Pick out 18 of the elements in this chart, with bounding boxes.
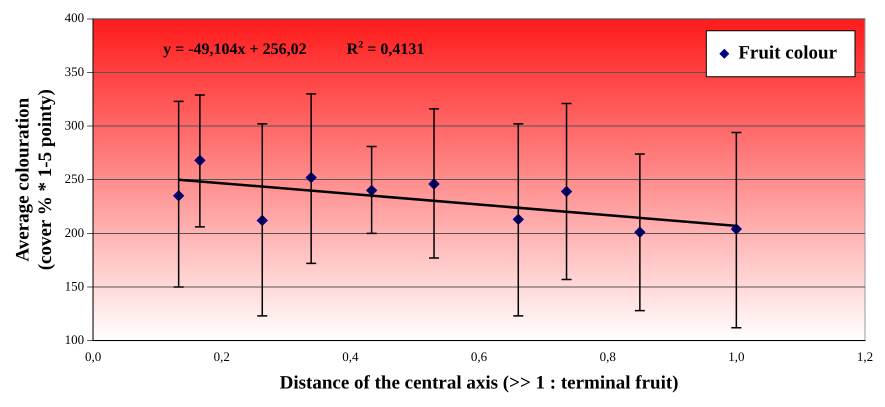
x-tick-label: 0,0 xyxy=(84,348,102,364)
y-tick-label: 400 xyxy=(64,10,84,26)
x-tick-label: 0,8 xyxy=(600,348,616,364)
y-tick-label: 150 xyxy=(64,278,84,294)
y-tick-label: 200 xyxy=(64,224,84,240)
x-tick-label: 1,2 xyxy=(856,348,874,364)
x-tick-label: 0,4 xyxy=(342,348,360,364)
x-tick-label: 0,2 xyxy=(214,348,230,364)
x-tick-label: 1,0 xyxy=(728,348,744,364)
y-tick-label: 350 xyxy=(64,64,84,79)
y-tick-label: 100 xyxy=(64,332,84,348)
legend-label: Fruit colour xyxy=(738,42,838,64)
annotation: y = -49,104x + 256,02 xyxy=(163,40,307,58)
y-axis-title: Average colouration (cover % * 1-5 pointy) xyxy=(12,89,56,270)
y-tick-label: 300 xyxy=(64,117,84,132)
x-tick-label: 0,6 xyxy=(470,348,488,364)
x-axis-title: Distance of the central axis (>> 1 : terminal fruit) xyxy=(280,372,679,394)
y-tick-label: 250 xyxy=(64,171,84,186)
